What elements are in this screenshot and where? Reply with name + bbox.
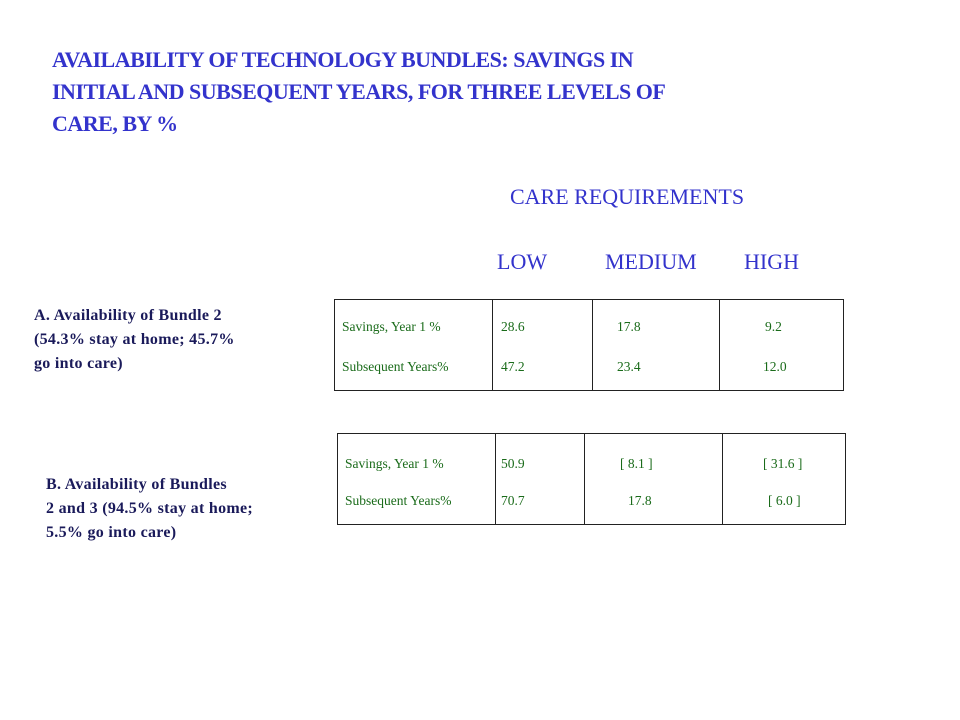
cell-medium: 23.4 [617,359,641,374]
cell-medium: [ 8.1 ] [620,456,653,471]
panel-b-label-line-3: 5.5% go into care) [46,524,177,541]
cell-high: [ 31.6 ] [763,456,803,471]
column-divider [719,300,720,390]
column-header-low: LOW [497,249,548,274]
row-label-subsequent-years: Subsequent Years% [342,359,449,374]
cell-low: 28.6 [501,319,525,334]
panel-a-label-line-1: A. Availability of Bundle 2 [34,307,222,324]
column-divider [492,300,493,390]
slide-title: AVAILABILITY OF TECHNOLOGY BUNDLES: SAVI… [52,44,852,140]
cell-high: 12.0 [763,359,787,374]
row-label-savings-year-1: Savings, Year 1 % [345,456,444,471]
row-label-subsequent-years: Subsequent Years% [345,493,452,508]
cell-low: 70.7 [501,493,525,508]
column-divider [495,434,496,524]
slide-title-line-2: INITIAL AND SUBSEQUENT YEARS, FOR THREE … [52,79,666,104]
column-divider [592,300,593,390]
column-divider [584,434,585,524]
column-divider [722,434,723,524]
panel-b-table: Savings, Year 1 % 50.9 [ 8.1 ] [ 31.6 ] … [337,433,846,525]
panel-a-table: Savings, Year 1 % 28.6 17.8 9.2 Subseque… [334,299,844,391]
care-requirements-heading: CARE REQUIREMENTS [510,184,745,209]
panel-b-label-line-2: 2 and 3 (94.5% stay at home; [46,500,254,517]
cell-low: 50.9 [501,456,525,471]
slide-title-line-3: CARE, BY % [52,111,178,136]
slide-title-line-1: AVAILABILITY OF TECHNOLOGY BUNDLES: SAVI… [52,47,634,72]
panel-a-label-line-3: go into care) [34,355,123,372]
panel-b-label-line-1: B. Availability of Bundles [46,476,227,493]
panel-b-label: B. Availability of Bundles 2 and 3 (94.5… [46,473,253,545]
column-header-medium: MEDIUM [605,249,697,274]
cell-medium: 17.8 [628,493,652,508]
panel-a-label: A. Availability of Bundle 2 (54.3% stay … [34,304,235,376]
row-label-savings-year-1: Savings, Year 1 % [342,319,441,334]
column-header-high: HIGH [744,249,799,274]
cell-high: 9.2 [765,319,782,334]
cell-low: 47.2 [501,359,525,374]
cell-high: [ 6.0 ] [768,493,801,508]
panel-a-label-line-2: (54.3% stay at home; 45.7% [34,331,235,348]
cell-medium: 17.8 [617,319,641,334]
